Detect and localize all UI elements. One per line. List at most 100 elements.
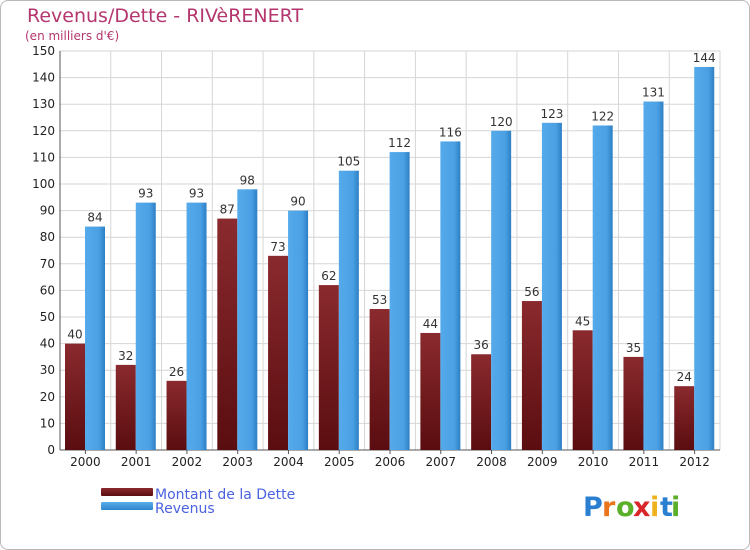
legend-label: Montant de la Dette <box>155 487 295 503</box>
x-tick-label: 2007 <box>425 455 456 469</box>
debt-bar <box>115 364 136 450</box>
x-tick-label: 2011 <box>629 455 660 469</box>
legend-swatch <box>101 502 153 510</box>
debt-bar <box>521 301 542 450</box>
y-tick-label: 50 <box>40 310 55 324</box>
data-label: 26 <box>169 365 184 379</box>
y-tick-label: 70 <box>40 257 55 271</box>
data-label: 62 <box>321 269 336 283</box>
revenue-bar <box>541 122 562 450</box>
debt-bar <box>217 218 238 450</box>
data-label: 32 <box>118 349 133 363</box>
chart-subtitle: (en milliers d'€) <box>25 29 119 43</box>
logo-letter: r <box>602 492 616 523</box>
data-label: 24 <box>677 370 692 384</box>
data-labels: 40 84 32 93 26 93 87 98 73 90 62 105 53 112 44 116 36 120… <box>67 51 715 384</box>
data-label: 53 <box>372 293 387 307</box>
x-tick-label: 2009 <box>527 455 558 469</box>
revenue-bar <box>288 210 309 450</box>
x-tick-label: 2002 <box>172 455 203 469</box>
revenue-bar <box>186 202 207 450</box>
revenue-bar <box>85 226 105 450</box>
y-tick-label: 20 <box>40 390 55 404</box>
data-label: 44 <box>423 317 438 331</box>
x-tick-label: 2004 <box>273 455 304 469</box>
debt-bar <box>420 332 441 450</box>
bars <box>65 66 715 451</box>
debt-bar <box>572 330 593 450</box>
logo-letter: i <box>671 492 680 523</box>
data-label: 36 <box>474 338 489 352</box>
data-label: 40 <box>67 328 82 342</box>
data-label: 116 <box>439 125 462 139</box>
data-label: 87 <box>220 203 235 217</box>
logo-letter: t <box>660 492 673 523</box>
revenue-bar <box>491 130 512 451</box>
y-tick-label: 30 <box>40 363 55 377</box>
revenue-bar <box>694 66 715 451</box>
y-tick-label: 130 <box>32 97 55 111</box>
data-label: 56 <box>524 285 539 299</box>
debt-bar <box>65 343 85 450</box>
y-tick-label: 60 <box>40 283 55 297</box>
x-tick-label: 2012 <box>679 455 710 469</box>
data-label: 105 <box>337 155 360 169</box>
debt-bar <box>674 386 695 450</box>
x-tick-label: 2008 <box>476 455 507 469</box>
y-tick-label: 140 <box>32 71 55 85</box>
data-label: 84 <box>87 211 102 225</box>
y-tick-label: 120 <box>32 124 55 138</box>
data-label: 73 <box>270 240 285 254</box>
y-tick-label: 90 <box>40 204 55 218</box>
data-label: 35 <box>626 341 641 355</box>
x-tick-label: 2000 <box>70 455 101 469</box>
data-label: 123 <box>540 107 563 121</box>
debt-bar <box>166 380 187 450</box>
data-label: 131 <box>642 86 665 100</box>
logo-letter: P <box>583 492 603 523</box>
data-label: 98 <box>240 173 255 187</box>
y-tick-label: 80 <box>40 230 55 244</box>
data-label: 90 <box>290 195 305 209</box>
data-label: 144 <box>693 51 716 65</box>
x-tick-label: 2001 <box>121 455 152 469</box>
axes: 0 10 20 30 40 50 60 70 80 90 100 110 120 130 140 150 200… <box>32 44 720 469</box>
revenue-bar <box>135 202 156 450</box>
revenue-bar <box>338 170 359 450</box>
x-tick-label: 2010 <box>578 455 609 469</box>
revenue-bar <box>237 189 258 450</box>
revenue-bar <box>643 101 664 450</box>
y-tick-label: 110 <box>32 150 55 164</box>
legend-label: Revenus <box>155 501 215 517</box>
x-tick-label: 2006 <box>375 455 406 469</box>
revenue-bar <box>389 152 410 450</box>
data-label: 122 <box>591 109 614 123</box>
revenue-bar <box>592 125 613 450</box>
y-tick-label: 100 <box>32 177 55 191</box>
y-tick-label: 0 <box>47 443 55 457</box>
revenue-bar <box>440 141 461 450</box>
logo-letter: x <box>633 492 650 523</box>
debt-bar <box>369 309 390 450</box>
y-tick-label: 150 <box>32 44 55 58</box>
x-tick-label: 2003 <box>222 455 253 469</box>
logo-letter: o <box>616 492 635 523</box>
legend-swatch <box>101 488 153 496</box>
data-label: 93 <box>138 187 153 201</box>
debt-bar <box>268 255 289 450</box>
data-label: 93 <box>189 187 204 201</box>
logo-letter: i <box>650 492 659 523</box>
y-tick-label: 10 <box>40 416 55 430</box>
data-label: 120 <box>490 115 513 129</box>
x-tick-label: 2005 <box>324 455 355 469</box>
chart-title: Revenus/Dette - RIVèRENERT <box>27 5 303 27</box>
debt-bar <box>318 285 339 450</box>
data-label: 45 <box>575 314 590 328</box>
y-tick-label: 40 <box>40 337 55 351</box>
debt-bar <box>623 356 644 450</box>
data-label: 112 <box>388 136 411 150</box>
